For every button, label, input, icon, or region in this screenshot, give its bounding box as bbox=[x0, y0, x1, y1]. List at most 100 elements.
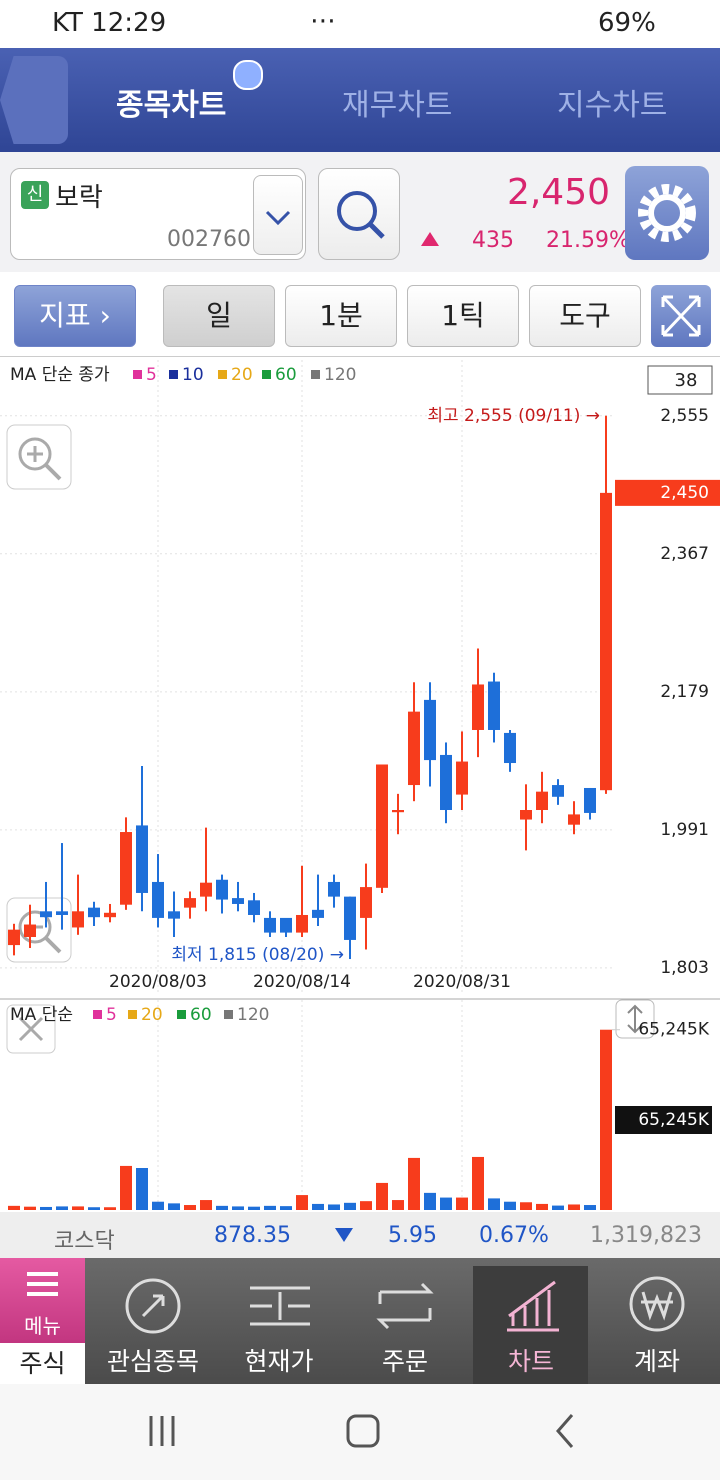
legend-period: 20 bbox=[231, 365, 253, 385]
candle-body bbox=[280, 917, 292, 933]
nav-item[interactable]: 계좌 bbox=[633, 1347, 680, 1376]
system-icons bbox=[149, 1414, 574, 1448]
period-button[interactable]: 일 bbox=[163, 285, 275, 347]
volume-bar bbox=[136, 1168, 148, 1210]
menu-button[interactable]: 메뉴 bbox=[0, 1258, 85, 1343]
nav-active-bg bbox=[473, 1266, 588, 1384]
dropdown[interactable] bbox=[253, 175, 303, 255]
stock-badge: 신 bbox=[21, 181, 49, 209]
volume-bar bbox=[536, 1203, 548, 1210]
volume-bar bbox=[88, 1207, 100, 1210]
index-name: 코스닥 bbox=[54, 1229, 115, 1254]
tab[interactable]: 지수차트 bbox=[557, 88, 668, 123]
volume-bar bbox=[264, 1205, 276, 1210]
volume-bar bbox=[328, 1204, 340, 1210]
index-value: 878.35 bbox=[214, 1223, 291, 1248]
y-tick-label: 65,245K bbox=[638, 1020, 709, 1040]
current-volume-badge bbox=[615, 1106, 712, 1134]
y-tick-label: 2,367 bbox=[660, 544, 709, 564]
volume-bar bbox=[24, 1206, 36, 1210]
toolbar: 지표 › 일 1분 1틱 도구 bbox=[0, 272, 720, 357]
candle-body bbox=[216, 879, 228, 900]
zoom-in[interactable] bbox=[6, 424, 72, 490]
tools-button[interactable]: 도구 bbox=[529, 285, 641, 347]
candle-body bbox=[504, 732, 516, 764]
stock-selector[interactable]: 신 보락 002760 bbox=[10, 168, 306, 260]
volume-bar bbox=[440, 1197, 452, 1210]
nav-item[interactable]: 주식 bbox=[0, 1343, 85, 1384]
period-button[interactable]: 1틱 bbox=[407, 285, 519, 347]
close-volume[interactable] bbox=[6, 1004, 56, 1054]
legend-swatch bbox=[177, 1010, 186, 1019]
nav-icons bbox=[125, 1276, 685, 1334]
low-annotation: 최저 1,815 (08/20) → bbox=[171, 945, 344, 965]
volume-bar bbox=[360, 1201, 372, 1210]
volume-bar bbox=[376, 1182, 388, 1210]
nav-item[interactable]: 차트 bbox=[507, 1347, 554, 1376]
candle-body bbox=[472, 684, 484, 730]
current-value-badge bbox=[615, 479, 720, 506]
y-tick-label: 2,555 bbox=[660, 406, 709, 426]
candle-body bbox=[184, 898, 196, 908]
legend-title: MA 단순 종가 bbox=[10, 365, 110, 385]
candle-body bbox=[520, 810, 532, 820]
zoom-out[interactable] bbox=[6, 897, 72, 963]
count-box bbox=[647, 365, 713, 395]
back-button[interactable] bbox=[0, 56, 68, 144]
legend-period: 5 bbox=[106, 1005, 117, 1025]
legend-swatch bbox=[262, 370, 271, 379]
volume-bar bbox=[392, 1200, 404, 1210]
tab[interactable]: 재무차트 bbox=[342, 88, 453, 123]
volume-bar bbox=[456, 1197, 468, 1210]
y-tick-label: 1,803 bbox=[660, 958, 709, 978]
x-tick-label: 2020/08/03 bbox=[109, 972, 207, 992]
legend-swatch bbox=[128, 1010, 137, 1019]
nav-item[interactable]: 주문 bbox=[381, 1347, 428, 1376]
candle-body bbox=[168, 911, 180, 919]
y-tick-label: 2,179 bbox=[660, 682, 709, 702]
carrier-time: KT 12:29 bbox=[52, 8, 167, 38]
candle-body bbox=[248, 900, 260, 915]
candle-body bbox=[232, 898, 244, 904]
nav-item[interactable]: 현재가 bbox=[244, 1347, 314, 1376]
volume-bar bbox=[488, 1198, 500, 1210]
period-button[interactable]: 1분 bbox=[285, 285, 397, 347]
indicator-button[interactable]: 지표 › bbox=[14, 285, 136, 347]
badge-icon bbox=[233, 60, 263, 90]
legend-period: 120 bbox=[324, 365, 356, 385]
candle-body bbox=[104, 912, 116, 918]
x-tick-label: 2020/08/14 bbox=[253, 972, 351, 992]
volume-bar bbox=[248, 1206, 260, 1210]
candle-body bbox=[552, 785, 564, 797]
legend-swatch bbox=[218, 370, 227, 379]
legend-title: MA 단순 bbox=[10, 1005, 73, 1025]
y-tick-label: 1,991 bbox=[660, 820, 709, 840]
nav-item[interactable]: 관심종목 bbox=[106, 1347, 199, 1376]
candle-body bbox=[88, 907, 100, 918]
expand-icon bbox=[661, 295, 701, 337]
candle-body bbox=[152, 881, 164, 918]
index-rate: 0.67% bbox=[479, 1223, 549, 1248]
legend-swatch bbox=[311, 370, 320, 379]
volume-bar bbox=[104, 1207, 116, 1210]
current-volume-label: 65,245K bbox=[638, 1110, 709, 1130]
system-nav bbox=[0, 1384, 720, 1480]
expand-button[interactable] bbox=[651, 285, 711, 347]
index-change: 5.95 bbox=[388, 1223, 437, 1248]
volume-bar bbox=[344, 1202, 356, 1210]
tab[interactable]: 종목차트 bbox=[116, 88, 227, 123]
candle-body bbox=[40, 911, 52, 918]
resize-handle[interactable] bbox=[615, 999, 655, 1039]
candle-body bbox=[296, 914, 308, 933]
legend-period: 10 bbox=[182, 365, 204, 385]
search-button[interactable] bbox=[318, 168, 400, 260]
legend-period: 60 bbox=[275, 365, 297, 385]
bottom-nav: 메뉴 주식 관심종목 현재가 주문 차트 계좌 bbox=[0, 1258, 720, 1384]
settings-button[interactable] bbox=[625, 166, 709, 260]
visible-count: 38 bbox=[675, 370, 698, 391]
volume-bar bbox=[584, 1205, 596, 1210]
candle-body bbox=[584, 787, 596, 813]
legend-period: 5 bbox=[146, 365, 157, 385]
candle-body bbox=[392, 810, 404, 813]
candle-body bbox=[24, 924, 36, 938]
